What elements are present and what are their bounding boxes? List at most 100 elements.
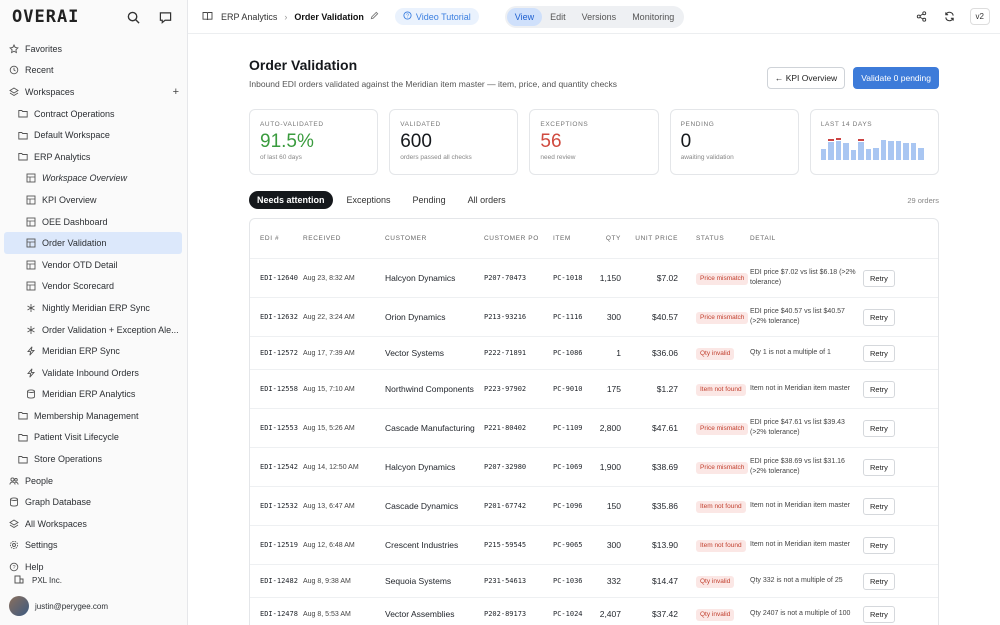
sidebar-item-help[interactable]: ? Help <box>4 556 182 578</box>
cell-customer: Cascade Manufacturing <box>385 423 475 433</box>
sidebar-item[interactable]: Order Validation + Exception Ale... <box>4 319 182 341</box>
cell-po: P202-89173 <box>484 610 527 618</box>
sidebar-item-workspaces[interactable]: Workspaces + <box>4 81 182 103</box>
table-row[interactable]: EDI-12482 Aug 8, 9:38 AM Sequoia Systems P2… <box>250 565 938 598</box>
topbar-actions: v2 <box>906 5 990 29</box>
sidebar-item-settings[interactable]: Settings <box>4 535 182 557</box>
sidebar-item-label: Membership Management <box>34 410 139 421</box>
add-workspace-icon[interactable]: + <box>172 85 179 98</box>
col-unit-price: UNIT PRICE <box>635 235 678 242</box>
retry-button[interactable]: Retry <box>863 308 895 326</box>
sidebar-folder[interactable]: Patient Visit Lifecycle <box>4 427 182 449</box>
col-qty: QTY <box>605 235 621 242</box>
svg-text:?: ? <box>406 14 409 20</box>
cell-status: Item not found <box>678 539 750 552</box>
sidebar-folder[interactable]: Contract Operations <box>4 103 182 125</box>
table-row[interactable]: EDI-12640 Aug 23, 8:32 AM Halcyon Dynamics… <box>250 259 938 298</box>
spark-bar <box>910 143 917 160</box>
retry-button[interactable]: Retry <box>863 572 895 590</box>
sidebar-item[interactable]: Validate Inbound Orders <box>4 362 182 384</box>
grid-icon <box>25 259 37 271</box>
breadcrumb: ERP Analytics › Order Validation <box>202 11 379 23</box>
pencil-icon[interactable] <box>370 11 379 22</box>
tab-exceptions[interactable]: Exceptions <box>346 195 391 205</box>
cell-action: Retry <box>863 458 908 476</box>
cell-edi: EDI-12478 <box>260 610 298 618</box>
mode-versions[interactable]: Versions <box>581 11 617 22</box>
mode-monitoring[interactable]: Monitoring <box>632 11 675 22</box>
tab-needs-attention[interactable]: Needs attention <box>249 191 333 209</box>
kpi-sub: need review <box>540 154 576 161</box>
sidebar-item-label: Workspace Overview <box>42 173 128 184</box>
breadcrumb-parent[interactable]: ERP Analytics <box>221 11 278 22</box>
cell-po: P221-80402 <box>484 424 527 432</box>
sidebar-folder[interactable]: Store Operations <box>4 448 182 470</box>
cell-item: PC-1096 <box>553 502 583 510</box>
cell-qty: 300 <box>606 312 621 322</box>
sidebar-item[interactable]: Nightly Meridian ERP Sync <box>4 297 182 319</box>
sidebar-item-graph-database[interactable]: Graph Database <box>4 491 182 513</box>
header-actions: ← KPI Overview Validate 0 pending <box>766 67 939 89</box>
sidebar-folder[interactable]: Default Workspace <box>4 124 182 146</box>
user-menu[interactable]: justin@perygee.com <box>0 591 187 621</box>
retry-button[interactable]: Retry <box>863 536 895 554</box>
retry-button[interactable]: Retry <box>863 269 895 287</box>
mode-view[interactable]: View <box>506 7 543 26</box>
retry-button[interactable]: Retry <box>863 344 895 362</box>
sidebar-folder[interactable]: ERP Analytics <box>4 146 182 168</box>
search-icon[interactable] <box>121 5 145 29</box>
table-row[interactable]: EDI-12553 Aug 15, 5:26 AM Cascade Manufact… <box>250 409 938 448</box>
layers-icon <box>8 518 20 530</box>
refresh-icon[interactable] <box>938 5 962 29</box>
retry-button[interactable]: Retry <box>863 497 895 515</box>
table-row[interactable]: EDI-12542 Aug 14, 12:50 AM Halcyon Dynamic… <box>250 448 938 487</box>
sidebar-item[interactable]: OEE Dashboard <box>4 211 182 233</box>
chat-icon[interactable] <box>153 5 177 29</box>
cell-edi: EDI-12553 <box>260 424 298 432</box>
sidebar-item[interactable]: Vendor Scorecard <box>4 276 182 298</box>
sidebar-item[interactable]: Meridian ERP Analytics <box>4 384 182 406</box>
table-row[interactable]: EDI-12532 Aug 13, 6:47 AM Cascade Dynamics… <box>250 487 938 526</box>
cell-action: Retry <box>863 380 908 398</box>
kpi-sub: orders passed all checks <box>400 154 472 161</box>
mode-edit[interactable]: Edit <box>550 11 566 22</box>
kpi-auto-validated: AUTO-VALIDATED 91.5% of last 60 days <box>249 109 379 175</box>
mode-switcher: View Edit Versions Monitoring <box>504 5 685 28</box>
sidebar-item[interactable]: Vendor OTD Detail <box>4 254 182 276</box>
retry-button[interactable]: Retry <box>863 419 895 437</box>
table-row[interactable]: EDI-12478 Aug 8, 5:53 AM Vector Assemblies… <box>250 598 938 625</box>
sidebar-item-all-workspaces[interactable]: All Workspaces <box>4 513 182 535</box>
database-icon <box>25 388 37 400</box>
version-badge[interactable]: v2 <box>969 8 990 25</box>
retry-button[interactable]: Retry <box>863 380 895 398</box>
sidebar-item-people[interactable]: People <box>4 470 182 492</box>
kpi-label: AUTO-VALIDATED <box>260 121 324 128</box>
org-switcher[interactable]: PXL Inc. <box>0 569 187 591</box>
tab-all-orders[interactable]: All orders <box>467 195 506 205</box>
table-row[interactable]: EDI-12572 Aug 17, 7:39 AM Vector Systems P2… <box>250 337 938 370</box>
share-icon[interactable] <box>910 5 934 29</box>
table-row[interactable]: EDI-12558 Aug 15, 7:10 AM Northwind Compon… <box>250 370 938 409</box>
video-tutorial-button[interactable]: ? Video Tutorial <box>394 8 479 25</box>
sidebar-item[interactable]: Workspace Overview <box>4 168 182 190</box>
sidebar-item[interactable]: Meridian ERP Sync <box>4 340 182 362</box>
validate-pending-button[interactable]: Validate 0 pending <box>853 67 939 89</box>
cell-item: PC-1086 <box>553 349 583 357</box>
sidebar-item[interactable]: KPI Overview <box>4 189 182 211</box>
table-row[interactable]: EDI-12519 Aug 12, 6:48 AM Crescent Industr… <box>250 526 938 565</box>
tab-pending[interactable]: Pending <box>412 195 446 205</box>
sidebar-item[interactable]: Order Validation <box>4 232 182 254</box>
table-row[interactable]: EDI-12632 Aug 22, 3:24 AM Orion Dynamics P2… <box>250 298 938 337</box>
kpi-overview-button[interactable]: ← KPI Overview <box>766 67 846 89</box>
sidebar-item-recent[interactable]: Recent <box>4 60 182 82</box>
retry-button[interactable]: Retry <box>863 458 895 476</box>
sidebar-folder[interactable]: Membership Management <box>4 405 182 427</box>
cell-qty: 1 <box>616 348 621 358</box>
sidebar-item-favorites[interactable]: Favorites <box>4 38 182 60</box>
sidebar-item-label: Help <box>25 562 44 573</box>
kpi-value: 600 <box>400 131 432 152</box>
cell-status: Item not found <box>678 500 750 513</box>
cell-detail: Item not in Meridian item master <box>750 502 850 509</box>
retry-button[interactable]: Retry <box>863 605 895 623</box>
cell-customer: Northwind Components <box>385 384 474 394</box>
